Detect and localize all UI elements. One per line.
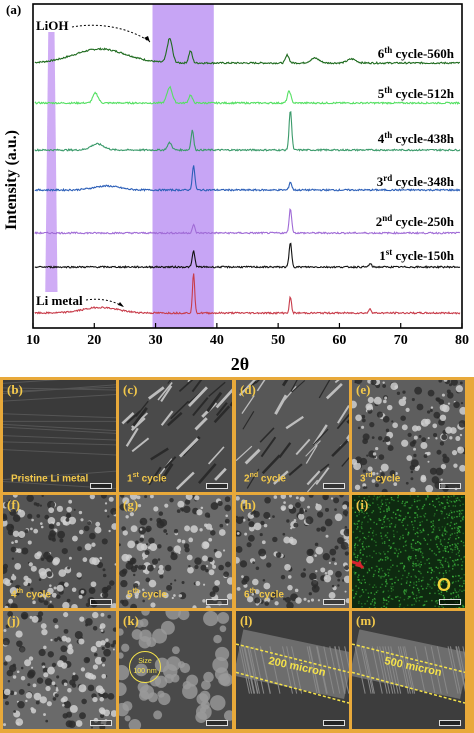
lioh-label: LiOH xyxy=(36,18,69,33)
sem-panel-d: (d) 2nd cycle xyxy=(236,380,349,492)
x-tick-label: 50 xyxy=(271,333,285,348)
oxygen-map-label: O xyxy=(436,575,451,595)
scale-bar xyxy=(206,483,228,489)
panel-caption: 6th cycle xyxy=(244,587,284,600)
scale-bar xyxy=(323,599,345,605)
scale-bar xyxy=(323,720,345,726)
li-metal-label: Li metal xyxy=(36,293,83,308)
panel-caption: 4th cycle xyxy=(11,587,51,600)
panel-caption: Pristine Li metal xyxy=(11,473,89,484)
series-line xyxy=(34,273,461,315)
series-line xyxy=(34,242,461,269)
panel-label: (h) xyxy=(240,497,256,512)
xrd-traces xyxy=(34,37,461,315)
panel-label: (g) xyxy=(123,497,139,512)
li-metal-arrowhead xyxy=(118,302,124,307)
series-label: 3rd cycle-348h xyxy=(377,173,455,189)
panel-label: (c) xyxy=(123,382,138,397)
panel-caption: 5th cycle xyxy=(127,587,167,600)
x-tick-label: 20 xyxy=(87,333,101,348)
series-line xyxy=(34,207,461,235)
x-tick-label: 40 xyxy=(210,333,224,348)
panel-label: (k) xyxy=(123,613,139,628)
scale-bar xyxy=(206,599,228,605)
panel-caption: 3rd cycle xyxy=(360,471,401,484)
scale-bar xyxy=(439,483,461,489)
sem-panel-c: (c) 1st cycle xyxy=(119,380,232,492)
xrd-chart: 10 20 30 40 50 60 70 80 6th cycle-560h 5th cycle… xyxy=(3,2,469,374)
series-label: 6th cycle-560h xyxy=(378,45,455,61)
scale-bar xyxy=(206,720,228,726)
sem-panel-k: (k) Size 100 nm xyxy=(119,611,232,729)
sem-panel-l: (l) 200 micron xyxy=(236,611,349,729)
scale-bar xyxy=(439,599,461,605)
panel-label: (j) xyxy=(7,613,20,628)
scale-bar xyxy=(323,483,345,489)
panel-label: (e) xyxy=(356,382,371,397)
sem-panel-grid: (b) Pristine Li metal (c) 1st cycle (d) 2nd c… xyxy=(0,377,474,733)
narrow-band xyxy=(45,32,58,292)
series-line xyxy=(34,111,461,153)
plot-frame xyxy=(32,3,463,329)
panel-label: (i) xyxy=(356,497,369,512)
x-axis-label: 2θ xyxy=(231,354,249,374)
lioh-arrow xyxy=(71,24,151,43)
sem-panel-f: (f) 4th cycle xyxy=(3,495,116,608)
panel-label: (l) xyxy=(240,613,253,628)
scale-bar xyxy=(90,599,112,605)
lioh-arrowhead xyxy=(144,36,150,42)
series-line xyxy=(34,37,461,65)
sem-panel-b: (b) Pristine Li metal xyxy=(3,380,116,492)
panel-caption: 1st cycle xyxy=(127,471,167,484)
series-label: 2nd cycle-250h xyxy=(376,213,455,229)
panel-a-label: (a) xyxy=(6,2,21,17)
series-label: 4th cycle-438h xyxy=(378,130,455,146)
sem-panel-e: (e) 3rd cycle xyxy=(352,380,465,492)
series-line xyxy=(34,165,461,192)
sem-panel-j: (j) xyxy=(3,611,116,729)
series-label: 5th cycle-512h xyxy=(378,85,455,101)
x-tick-label: 10 xyxy=(26,333,40,348)
sem-panel-h: (h) 6th cycle xyxy=(236,495,349,608)
x-axis-ticks: 10 20 30 40 50 60 70 80 xyxy=(26,323,469,348)
scale-bar xyxy=(90,483,112,489)
sem-panel-i: (i) O xyxy=(352,495,465,608)
x-tick-label: 30 xyxy=(149,333,163,348)
panel-label: (d) xyxy=(240,382,256,397)
highlight-band xyxy=(152,4,214,328)
y-axis-label: Intensity (a.u.) xyxy=(3,130,20,230)
sem-panel-g: (g) 5th cycle xyxy=(119,495,232,608)
sem-panel-m: (m) 500 micron xyxy=(352,611,465,729)
x-tick-label: 60 xyxy=(332,333,346,348)
scale-bar xyxy=(439,720,461,726)
panel-label: (m) xyxy=(356,613,376,628)
series-labels: 6th cycle-560h 5th cycle-512h 4th cycle-43… xyxy=(376,45,455,263)
series-label: 1st cycle-150h xyxy=(379,247,455,263)
size-inset: Size 100 nm xyxy=(129,651,161,683)
panel-caption: 2nd cycle xyxy=(244,471,286,484)
highlight-bands xyxy=(45,4,214,328)
panel-label: (b) xyxy=(7,382,23,397)
panel-label: (f) xyxy=(7,497,20,512)
x-tick-label: 80 xyxy=(455,333,469,348)
series-line xyxy=(34,85,460,105)
x-tick-label: 70 xyxy=(394,333,408,348)
scale-bar xyxy=(90,720,112,726)
